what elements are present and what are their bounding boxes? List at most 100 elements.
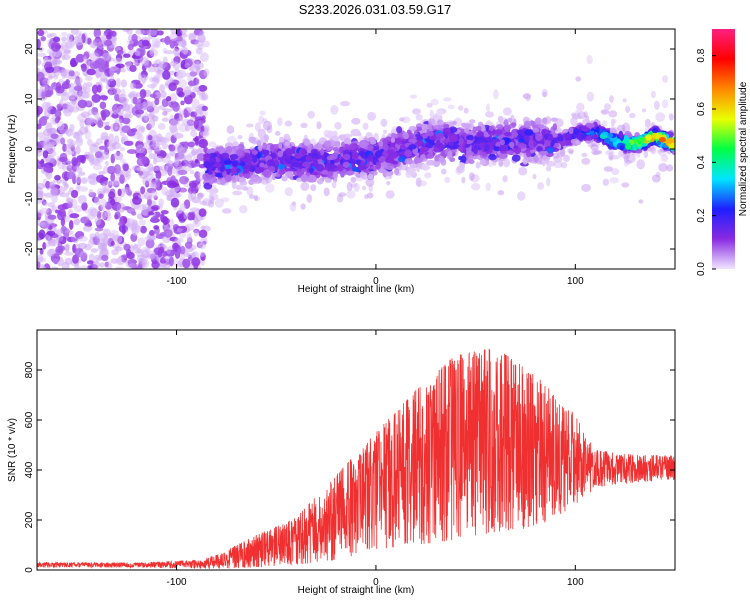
spectrogram-cell <box>55 209 60 214</box>
spectrogram-cell <box>218 146 226 155</box>
spectrogram-cell <box>78 89 84 95</box>
spectrogram-cell <box>37 190 45 198</box>
spectrogram-cell <box>138 72 143 82</box>
spectrogram-cell <box>258 168 265 173</box>
spectrogram-cell <box>80 154 86 164</box>
spectrogram-cell <box>77 99 88 109</box>
spectrogram-cell <box>54 66 60 77</box>
spectrogram-cell <box>114 266 124 269</box>
spectrogram-cell <box>199 31 205 36</box>
spectrogram-cell <box>198 229 208 238</box>
spectrogram-cell <box>502 107 512 116</box>
spectrogram-cell <box>351 117 361 125</box>
spectrogram-cell <box>284 120 293 127</box>
spectrogram-cell <box>396 137 403 145</box>
spectrogram-cell <box>232 141 239 147</box>
spectrogram-cell <box>108 133 115 142</box>
spectrogram-cell <box>135 29 146 35</box>
spectrogram-cell <box>359 171 365 179</box>
spectrogram-cell <box>426 102 433 108</box>
spectrogram-cell <box>97 119 104 129</box>
spectrogram-cell <box>645 134 652 141</box>
spectrogram-cell <box>209 156 217 163</box>
spectrogram-cell <box>46 33 53 38</box>
spectrogram-cell <box>174 237 184 243</box>
spectrogram-cell <box>199 200 208 206</box>
spectrogram-cell <box>385 172 390 177</box>
spectrogram-cell <box>187 212 195 221</box>
spectrogram-cell <box>111 142 122 150</box>
spectrogram-cell <box>230 167 236 175</box>
spectrogram-cell <box>74 205 83 213</box>
spectrogram-cell <box>252 155 258 163</box>
spectrogram-cell <box>197 119 203 130</box>
spectrogram-cell <box>261 149 270 155</box>
spectrogram-y-axis-label: Frequency (Hz) <box>7 115 18 184</box>
spectrogram-cell <box>157 249 163 258</box>
spectrogram-cell <box>104 261 109 268</box>
spectrogram-cell <box>638 199 644 204</box>
spectrogram-cell <box>56 103 62 110</box>
spectrogram-cell <box>523 120 532 128</box>
spectrogram-cell <box>581 132 587 139</box>
spectrogram-cell <box>291 201 297 207</box>
spectrogram-cell <box>177 155 187 162</box>
spectrogram-cell <box>194 65 201 74</box>
spectrogram-cell <box>114 213 119 220</box>
spectrogram-cell <box>382 144 389 151</box>
spectrogram-cell <box>67 190 72 195</box>
spectrogram-cell <box>621 182 630 188</box>
spectrogram-cell <box>131 33 138 43</box>
spectrogram-cell <box>148 153 156 159</box>
spectrogram-cell <box>147 29 152 36</box>
spectrogram-cell <box>629 112 636 119</box>
spectrogram-cell <box>77 194 88 204</box>
spectrogram-cell <box>421 163 430 171</box>
spectrogram-cell <box>479 159 487 166</box>
spectrogram-cell <box>375 161 381 170</box>
spectrogram-cell <box>108 90 113 96</box>
spectrogram-cell <box>331 180 337 189</box>
spectrogram-cell <box>116 169 125 176</box>
spectrogram-cell <box>46 230 56 236</box>
spectrogram-cell <box>156 178 161 189</box>
spectrogram-cell <box>131 128 138 133</box>
spectrogram-cell <box>200 225 206 230</box>
spectrogram-cell <box>346 171 355 176</box>
spectrogram-cell <box>300 181 310 191</box>
spectrogram-cell <box>178 187 188 193</box>
spectrogram-cell <box>358 139 367 148</box>
spectrogram-cell <box>223 160 233 165</box>
spectrogram-cell <box>602 178 610 186</box>
spectrogram-cell <box>564 133 571 139</box>
spectrogram-cell <box>100 71 108 82</box>
spectrogram-cell <box>316 178 324 185</box>
spectrogram-cell <box>113 151 124 161</box>
spectrogram-cell <box>537 182 545 190</box>
spectrogram-cell <box>463 107 469 114</box>
spectrogram-cell <box>188 191 193 202</box>
spectrogram-cell <box>155 170 162 180</box>
spectrogram-cell <box>315 163 324 172</box>
spectrogram-cell <box>581 152 588 158</box>
spectrogram-cell <box>458 161 466 170</box>
spectrogram-cell <box>307 110 316 119</box>
spectrogram-cell <box>342 161 350 168</box>
spectrogram-cell <box>177 146 185 157</box>
spectrogram-cell <box>149 48 159 57</box>
spectrogram-cell <box>173 258 179 267</box>
spectrogram-cell <box>574 110 580 119</box>
spectrogram-cell <box>409 163 417 169</box>
colorbar-tick-label: 0.4 <box>696 155 707 169</box>
spectrogram-cell <box>300 122 308 129</box>
spectrogram-cell <box>40 35 46 42</box>
spectrogram-cell <box>230 175 236 180</box>
spectrogram-cell <box>45 61 52 68</box>
spectrogram-cell <box>424 172 432 179</box>
spectrogram-cell <box>113 57 123 64</box>
spectrogram-cell <box>327 163 336 169</box>
spectrogram-cell <box>87 238 94 249</box>
spectrogram-cell <box>50 133 59 139</box>
spectrogram-cell <box>243 173 250 179</box>
